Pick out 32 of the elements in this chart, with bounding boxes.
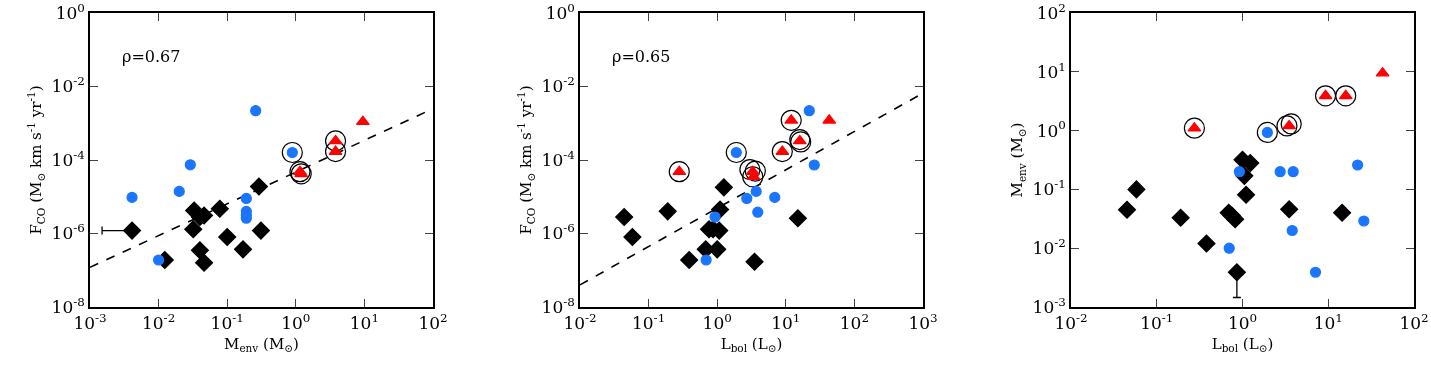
x-tick-label: 10$^{2}$	[1399, 311, 1429, 334]
x-tick-label: 10$^{-1}$	[631, 311, 666, 334]
y-tick-label: 10$^{2}$	[1036, 0, 1066, 23]
annotation: ρ=0.67	[122, 47, 181, 66]
x-axis-title: M$_{env}$ (M$_{⊙}$)	[224, 334, 299, 354]
y-tick-label: 10$^{-2}$	[1032, 236, 1066, 259]
x-tick-label: 10$^{1}$	[1313, 311, 1343, 334]
x-axis-title: L$_{bol}$ (L$_{⊙}$)	[1211, 334, 1274, 354]
x-tick-label: 10$^{1}$	[771, 311, 801, 334]
y-tick-label: 10$^{0}$	[1036, 118, 1066, 141]
x-tick-label: 10$^{0}$	[1227, 311, 1258, 334]
x-tick-label: 10$^{-2}$	[141, 311, 176, 334]
y-tick-label: 10$^{-2}$	[541, 74, 575, 97]
annotation: ρ=0.65	[612, 47, 671, 66]
y-tick-label: 10$^{-4}$	[541, 147, 575, 170]
x-tick-label: 10$^{0}$	[281, 311, 311, 334]
x-axis-title: L$_{bol}$ (L$_{⊙}$)	[720, 334, 783, 354]
y-tick-label: 10$^{-6}$	[51, 221, 85, 244]
x-tick-label: 10$^{-1}$	[210, 311, 244, 334]
x-tick-label: 10$^{-1}$	[1140, 311, 1174, 334]
y-tick-label: 10$^{0}$	[545, 0, 575, 23]
y-tick-label: 10$^{-6}$	[541, 221, 575, 244]
y-tick-label: 10$^{-1}$	[1032, 177, 1066, 200]
x-tick-label: 10$^{2}$	[839, 311, 870, 334]
y-tick-label: 10$^{-4}$	[51, 147, 85, 170]
y-tick-label: 10$^{-2}$	[51, 74, 85, 97]
y-tick-label: 10$^{1}$	[1036, 59, 1066, 82]
x-tick-label: 10$^{3}$	[908, 311, 938, 334]
x-tick-label: 10$^{2}$	[418, 311, 448, 334]
x-tick-label: 10$^{1}$	[349, 311, 380, 334]
y-tick-label: 10$^{0}$	[55, 0, 85, 23]
x-tick-label: 10$^{0}$	[702, 311, 732, 334]
